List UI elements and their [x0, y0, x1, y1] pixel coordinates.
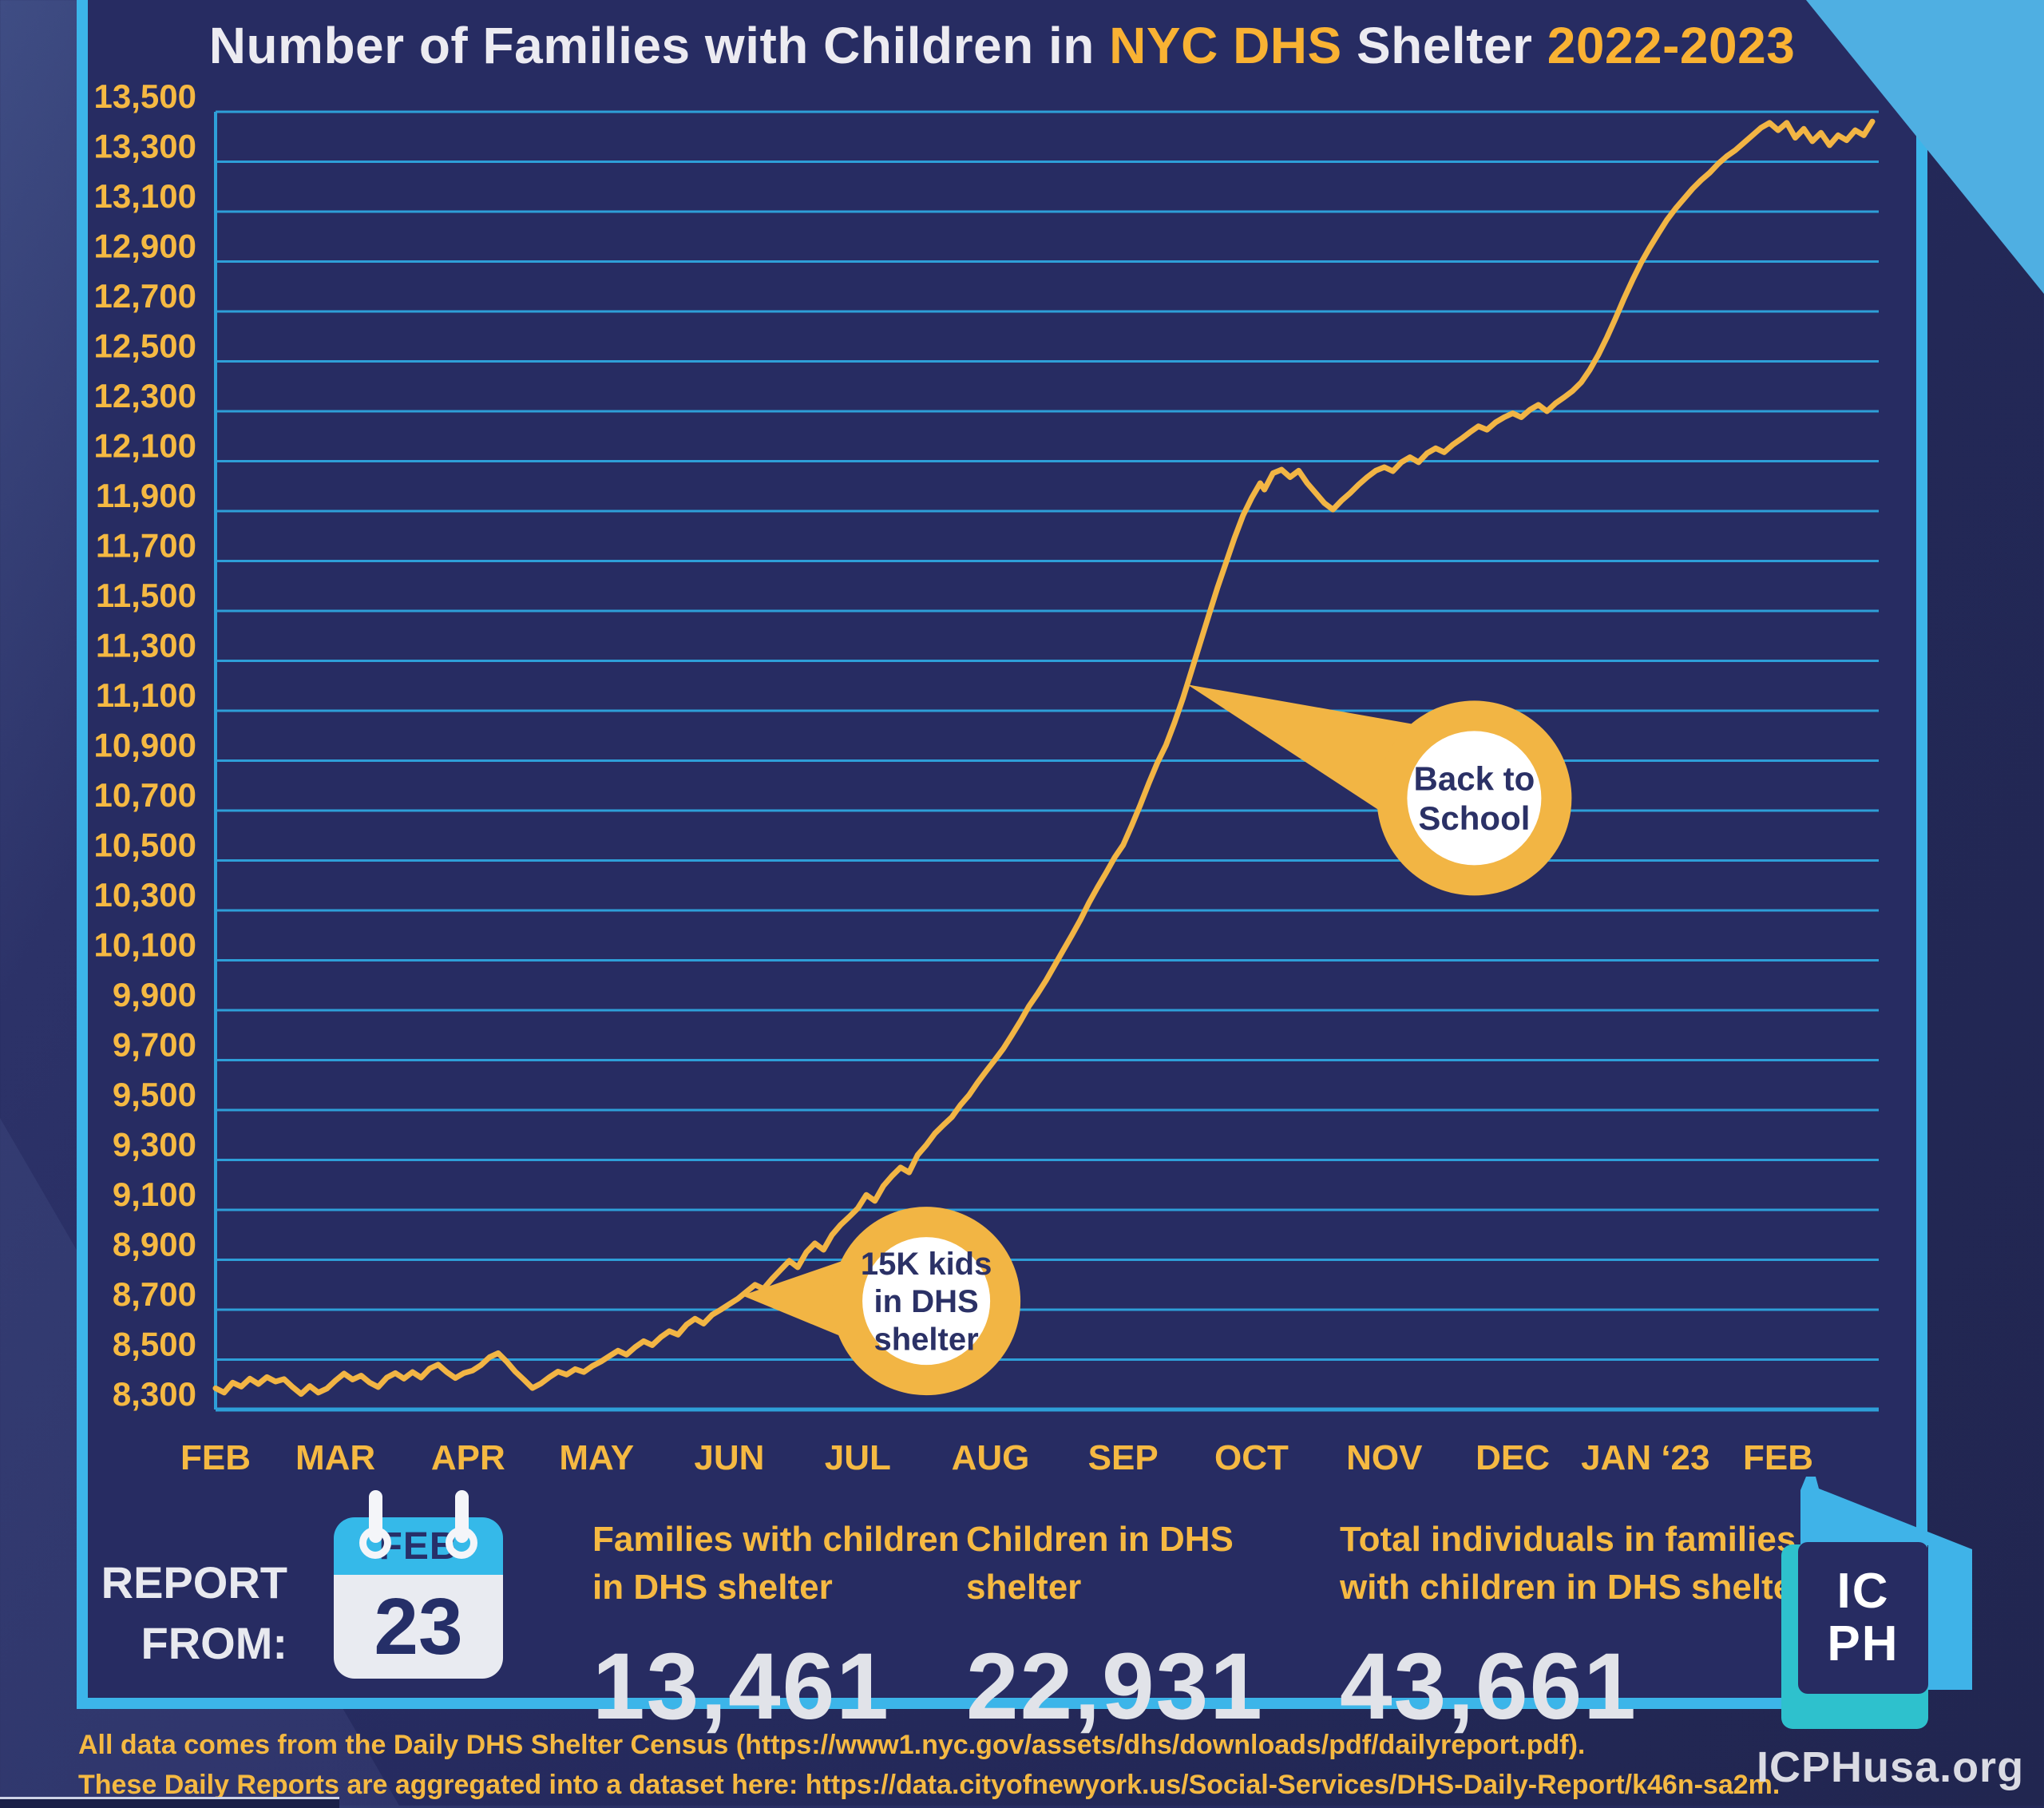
stat-families-label: Families with children in DHS shelter	[592, 1516, 960, 1612]
stat-total-individuals: Total individuals in families with child…	[1340, 1516, 1806, 1741]
stat-total-individuals-value: 43,661	[1340, 1634, 1638, 1739]
stat-label-line: Total individuals in families	[1340, 1520, 1796, 1559]
stat-label-line: Children in DHS	[966, 1520, 1234, 1559]
title-text: Number of Families with Children in	[208, 17, 1110, 74]
stat-families-value: 13,461	[592, 1634, 890, 1739]
stat-label-line: shelter	[966, 1568, 1082, 1607]
bottom-strip	[0, 1797, 339, 1808]
chart-title: Number of Families with Children in NYC …	[88, 16, 1916, 75]
stat-total-individuals-label: Total individuals in families with child…	[1340, 1516, 1806, 1612]
report-from-line2: FROM:	[141, 1618, 287, 1668]
website-url: ICPHusa.org	[1757, 1743, 2025, 1791]
title-highlight-nyc-dhs: NYC DHS	[1109, 17, 1342, 74]
calendar-icon: FEB 23	[334, 1490, 503, 1679]
logo-navy-square: IC PH	[1798, 1542, 1928, 1694]
stat-children: Children in DHS shelter 22,931	[966, 1516, 1264, 1741]
report-from-label: REPORT FROM:	[88, 1552, 287, 1674]
title-text-shelter: Shelter	[1341, 17, 1547, 74]
stat-children-label: Children in DHS shelter	[966, 1516, 1264, 1612]
stat-label-line: with children in DHS shelter	[1340, 1568, 1807, 1607]
stat-children-value: 22,931	[966, 1634, 1264, 1739]
icph-logo: IC PH	[1777, 1473, 1976, 1733]
logo-text-line2: PH	[1827, 1616, 1899, 1671]
stat-label-line: in DHS shelter	[592, 1568, 833, 1607]
stat-families: Families with children in DHS shelter 13…	[592, 1516, 960, 1741]
calendar-pin-icon	[455, 1490, 469, 1543]
main-panel	[77, 0, 1927, 1709]
calendar-pin-icon	[369, 1490, 382, 1543]
logo-text-line1: IC	[1836, 1564, 1890, 1619]
stat-label-line: Families with children	[592, 1520, 960, 1559]
title-highlight-years: 2022-2023	[1547, 17, 1796, 74]
calendar-day: 23	[334, 1575, 503, 1679]
report-from-line1: REPORT	[101, 1557, 287, 1608]
footer-source-line-2: These Daily Reports are aggregated into …	[78, 1770, 1781, 1800]
footer-source-line-1: All data comes from the Daily DHS Shelte…	[78, 1730, 1586, 1760]
